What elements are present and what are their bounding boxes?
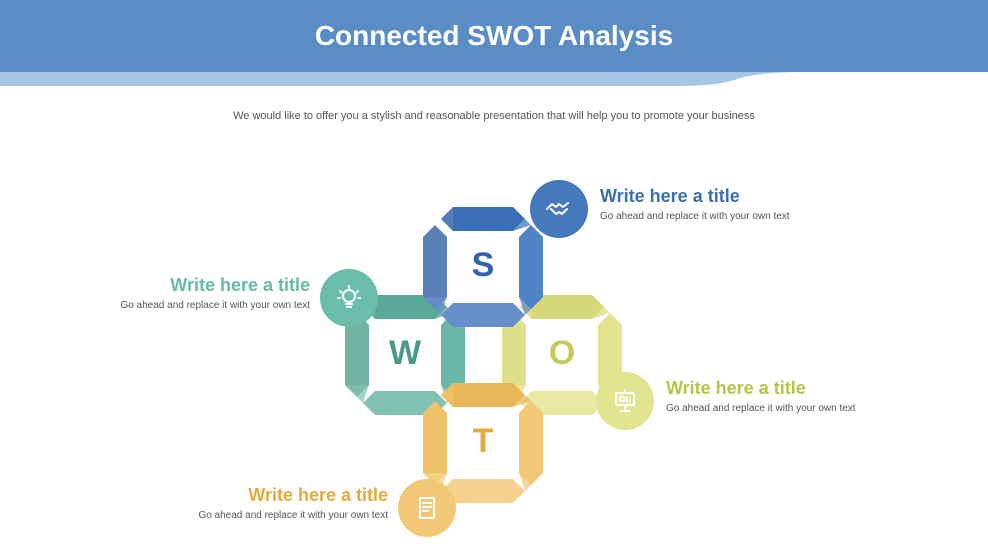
desc-w: Go ahead and replace it with your own te… xyxy=(30,300,310,311)
letter-s: S xyxy=(466,246,500,285)
diagram-stage: S Write here a title Go ahead and replace … xyxy=(0,122,988,542)
desc-o: Go ahead and replace it with your own te… xyxy=(666,403,946,414)
desc-t: Go ahead and replace it with your own te… xyxy=(108,510,388,521)
text-t: Write here a title Go ahead and replace i… xyxy=(108,485,388,521)
subtitle: We would like to offer you a stylish and… xyxy=(0,110,988,122)
title-o: Write here a title xyxy=(666,378,946,399)
letter-o: O xyxy=(545,334,579,373)
desc-s: Go ahead and replace it with your own te… xyxy=(600,211,880,222)
page-title: Connected SWOT Analysis xyxy=(315,20,673,52)
present-icon xyxy=(596,372,654,430)
title-s: Write here a title xyxy=(600,186,880,207)
letter-t: T xyxy=(466,422,500,461)
letter-w: W xyxy=(388,334,422,373)
text-s: Write here a title Go ahead and replace i… xyxy=(600,186,880,222)
header-bar: Connected SWOT Analysis xyxy=(0,0,988,72)
text-o: Write here a title Go ahead and replace i… xyxy=(666,378,946,414)
bulb-icon xyxy=(320,269,378,327)
text-w: Write here a title Go ahead and replace i… xyxy=(30,275,310,311)
title-t: Write here a title xyxy=(108,485,388,506)
header-wave xyxy=(0,72,988,96)
title-w: Write here a title xyxy=(30,275,310,296)
doc-icon xyxy=(398,479,456,537)
handshake-icon xyxy=(530,180,588,238)
